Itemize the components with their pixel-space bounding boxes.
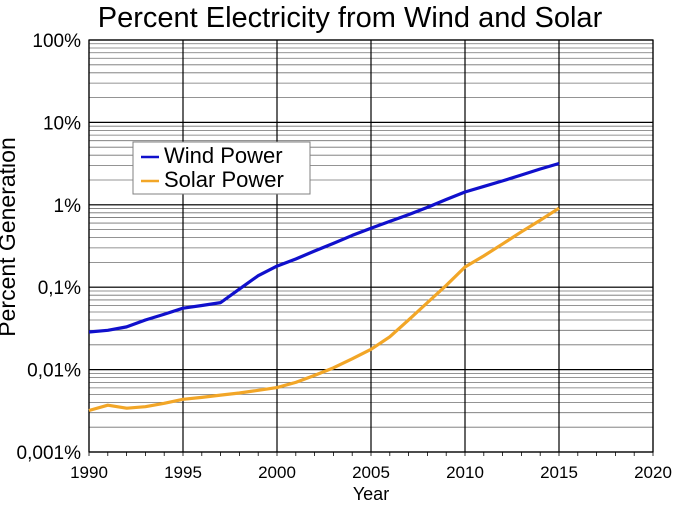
svg-text:2000: 2000 [258, 463, 296, 482]
svg-text:Year: Year [353, 484, 389, 504]
svg-text:0,001%: 0,001% [17, 443, 82, 464]
svg-text:1%: 1% [54, 196, 82, 217]
svg-text:Percent Generation: Percent Generation [0, 137, 20, 336]
svg-text:2015: 2015 [540, 463, 578, 482]
svg-text:2020: 2020 [634, 463, 672, 482]
svg-text:2005: 2005 [352, 463, 390, 482]
svg-text:10%: 10% [43, 113, 81, 134]
svg-text:Percent Electricity from Wind: Percent Electricity from Wind and Solar [98, 2, 603, 34]
svg-text:100%: 100% [32, 31, 81, 52]
svg-text:1990: 1990 [70, 463, 108, 482]
svg-text:0,1%: 0,1% [38, 278, 81, 299]
svg-text:Wind Power: Wind Power [164, 143, 283, 168]
svg-text:Solar Power: Solar Power [164, 167, 284, 192]
svg-text:1995: 1995 [164, 463, 202, 482]
svg-text:2010: 2010 [446, 463, 484, 482]
svg-text:0,01%: 0,01% [27, 361, 81, 382]
